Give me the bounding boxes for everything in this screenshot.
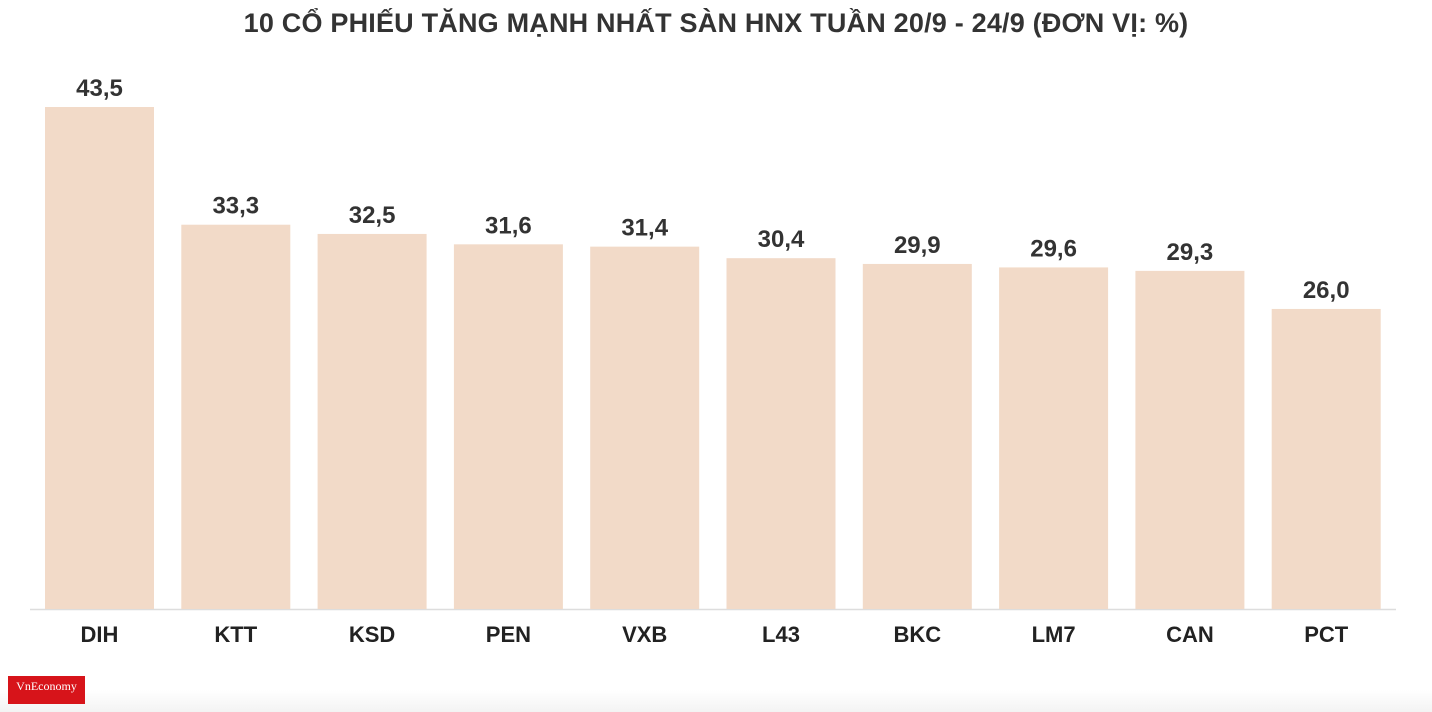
bar-pct <box>1271 308 1381 609</box>
value-label-lm7: 29,6 <box>1030 235 1077 262</box>
value-label-dih: 43,5 <box>76 75 123 102</box>
category-label-bkc: BKC <box>893 622 941 647</box>
value-label-pct: 26,0 <box>1303 277 1350 304</box>
bar-ksd <box>317 233 427 609</box>
category-label-can: CAN <box>1166 622 1214 647</box>
value-label-l43: 30,4 <box>758 226 805 253</box>
bar-lm7 <box>999 267 1109 609</box>
chart-title: 10 CỔ PHIẾU TĂNG MẠNH NHẤT SÀN HNX TUẦN … <box>243 8 1189 38</box>
vneconomy-logo: VnEconomy <box>8 676 85 704</box>
bar-can <box>1135 270 1245 609</box>
bar-pen <box>453 244 563 609</box>
category-label-pen: PEN <box>486 622 531 647</box>
bar-dih <box>45 107 154 609</box>
footer-band <box>0 690 1432 712</box>
category-label-vxb: VXB <box>622 622 667 647</box>
value-label-vxb: 31,4 <box>621 215 668 242</box>
category-label-l43: L43 <box>762 622 800 647</box>
value-label-pen: 31,6 <box>485 212 532 239</box>
value-label-can: 29,3 <box>1167 239 1214 266</box>
value-label-ktt: 33,3 <box>212 193 259 220</box>
category-label-ktt: KTT <box>214 622 257 647</box>
bar-vxb <box>590 246 700 609</box>
category-label-lm7: LM7 <box>1032 622 1076 647</box>
category-label-dih: DIH <box>81 622 119 647</box>
bar-bkc <box>862 263 972 609</box>
category-label-pct: PCT <box>1304 622 1349 647</box>
category-label-ksd: KSD <box>349 622 395 647</box>
bar-ktt <box>181 224 291 610</box>
value-label-ksd: 32,5 <box>349 202 396 229</box>
value-label-bkc: 29,9 <box>894 232 941 259</box>
bar-l43 <box>726 258 836 609</box>
